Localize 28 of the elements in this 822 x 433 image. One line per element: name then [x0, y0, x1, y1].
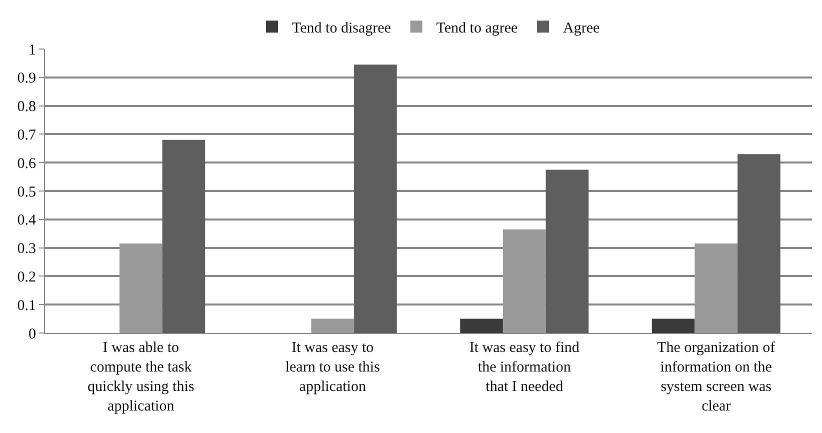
y-tick-label: 0.4 [17, 212, 36, 229]
y-tick-label: 0.8 [17, 99, 36, 116]
y-tick-label: 0.3 [17, 241, 36, 258]
bar [162, 140, 206, 333]
bar [119, 244, 162, 333]
legend-label: Tend to agree [436, 20, 518, 36]
bar [546, 170, 589, 333]
x-tick-label: The organization of information on the system screen was clear [657, 340, 776, 414]
bar [354, 64, 397, 333]
bar [311, 318, 354, 333]
bar [652, 318, 695, 333]
bar [694, 244, 738, 333]
y-tick-label: 0.9 [17, 70, 36, 87]
y-tick-label: 0.5 [17, 184, 36, 200]
bar [502, 229, 546, 333]
y-tick-label: 0.1 [17, 298, 36, 314]
x-tick-label: It was easy to learn to use this application [285, 340, 380, 395]
y-tick-label: 1 [28, 42, 36, 58]
y-tick-label: 0 [28, 326, 36, 342]
y-tick-label: 0.6 [17, 156, 36, 172]
legend-label: Tend to disagree [292, 20, 392, 36]
y-tick-label: 0.2 [17, 269, 36, 286]
x-tick-label: I was able to compute the task quickly using this application [88, 340, 194, 414]
y-tick-label: 0.7 [17, 127, 36, 144]
bar [460, 318, 503, 333]
legend-label: Agree [563, 20, 600, 36]
bar [738, 154, 780, 333]
x-tick-label: It was easy to find the information that I needed [469, 340, 580, 395]
